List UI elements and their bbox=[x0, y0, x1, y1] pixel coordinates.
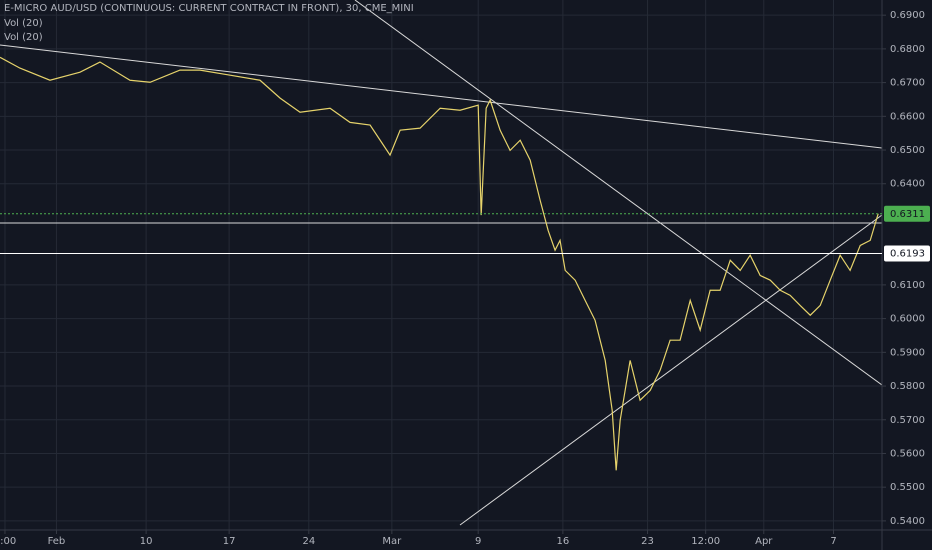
price-label: 0.6193 bbox=[890, 249, 925, 260]
grid bbox=[0, 0, 882, 530]
x-tick-label: 7 bbox=[830, 536, 836, 547]
y-tick-label: 0.6800 bbox=[890, 44, 925, 55]
y-tick-label: 0.6900 bbox=[890, 10, 925, 21]
y-tick-label: 0.6700 bbox=[890, 78, 925, 89]
trend-line bbox=[354, 0, 883, 386]
trend-line bbox=[0, 44, 883, 149]
y-tick-label: 0.5700 bbox=[890, 415, 925, 426]
price-label: 0.6311 bbox=[890, 209, 925, 220]
x-tick-label: Mar bbox=[382, 536, 402, 547]
x-tick-label: Feb bbox=[48, 536, 66, 547]
x-tick-label: 16 bbox=[557, 536, 570, 547]
y-tick-label: 0.6100 bbox=[890, 280, 925, 291]
price-line bbox=[0, 56, 879, 471]
chart-title: E-MICRO AUD/USD (CONTINUOUS: CURRENT CON… bbox=[4, 3, 414, 14]
y-tick-label: 0.5400 bbox=[890, 516, 925, 527]
indicator-label: Vol (20) bbox=[4, 32, 43, 43]
y-tick-label: 0.6600 bbox=[890, 111, 925, 122]
x-tick-label: 23 bbox=[641, 536, 654, 547]
price-label-box bbox=[884, 205, 930, 222]
price-label-box bbox=[884, 245, 930, 262]
trend-line bbox=[459, 214, 883, 526]
x-tick-label: 12:00 bbox=[691, 536, 720, 547]
x-tick-label: Apr bbox=[755, 536, 773, 547]
y-tick-label: 0.6500 bbox=[890, 145, 925, 156]
plot bbox=[0, 56, 879, 471]
y-tick-label: 0.6400 bbox=[890, 179, 925, 190]
y-tick-label: 0.5600 bbox=[890, 448, 925, 459]
x-tick-label: 9 bbox=[475, 536, 481, 547]
y-tick-label: 0.5900 bbox=[890, 347, 925, 358]
x-tick-label: 24 bbox=[302, 536, 315, 547]
x-tick-label: 17 bbox=[223, 536, 236, 547]
y-tick-label: 0.5800 bbox=[890, 381, 925, 392]
y-tick-label: 0.6000 bbox=[890, 314, 925, 325]
y-tick-label: 0.5500 bbox=[890, 482, 925, 493]
indicator-label: Vol (20) bbox=[4, 18, 43, 29]
x-tick-label: 10 bbox=[140, 536, 153, 547]
x-tick-label: 0:00 bbox=[0, 536, 16, 547]
